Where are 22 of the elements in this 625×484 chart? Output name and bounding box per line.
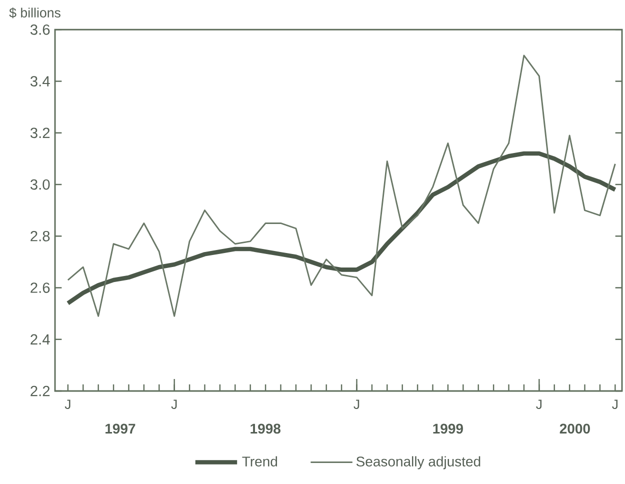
x-tick-label: J <box>536 400 542 409</box>
line-series <box>66 151 618 306</box>
x-tick-label: J <box>64 400 70 409</box>
y-tick-label: 2.4 <box>30 334 50 344</box>
legend-label: Trend <box>242 456 278 466</box>
text: 1997 <box>106 424 136 434</box>
line-series <box>67 54 616 317</box>
y-tick-label: 3.2 <box>30 128 50 138</box>
y-tick-label: 2.8 <box>30 230 50 242</box>
x-tick-label: J <box>612 400 618 409</box>
y-tick-label: 2.6 <box>30 282 50 293</box>
legend-label: Seasonally adjusted <box>356 456 480 470</box>
x-tick-label: J <box>354 400 360 409</box>
y-tick-label: 3.4 <box>30 76 50 86</box>
y-tick-label: 2.2 <box>30 386 50 396</box>
x-tick-label: J <box>171 400 177 409</box>
y-axis-title: $ billions <box>9 7 60 18</box>
y-tick-label: 3.0 <box>30 179 50 190</box>
y-tick-label: 3.6 <box>30 24 50 35</box>
text: 1999 <box>433 424 463 434</box>
text: 1998 <box>250 424 280 434</box>
text: 2000 <box>560 424 590 434</box>
